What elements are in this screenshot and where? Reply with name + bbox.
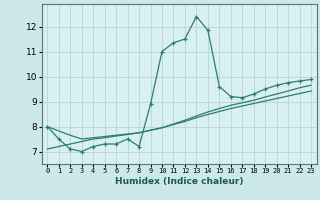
X-axis label: Humidex (Indice chaleur): Humidex (Indice chaleur): [115, 177, 244, 186]
